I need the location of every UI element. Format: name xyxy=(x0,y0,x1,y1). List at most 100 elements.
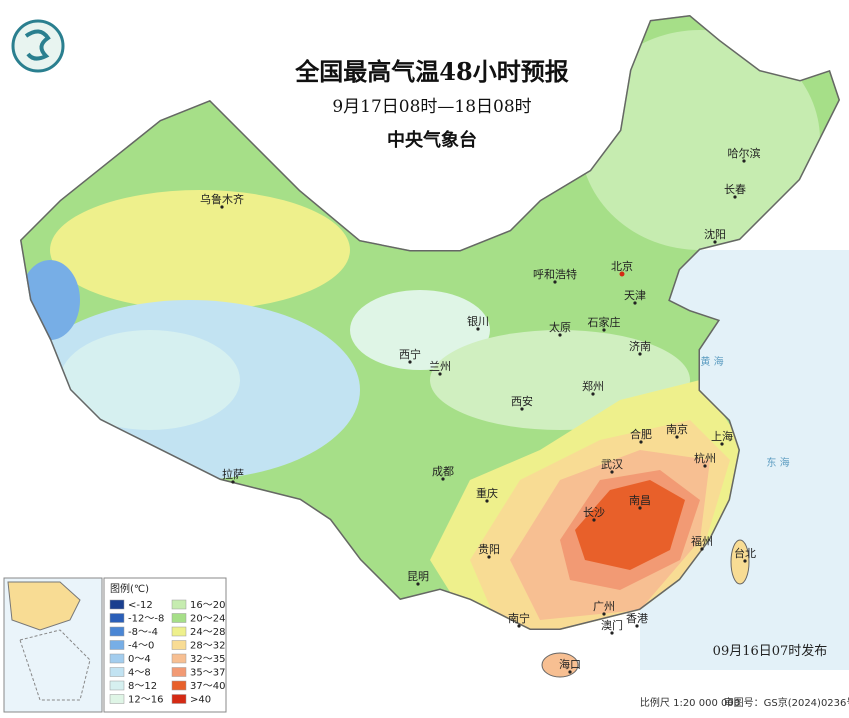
issue-time: 09月16日07时发布 xyxy=(713,643,828,659)
legend-swatch xyxy=(109,680,125,691)
inset-line xyxy=(19,629,91,701)
city-dot xyxy=(416,582,420,586)
logo-ring xyxy=(11,19,65,73)
legend-swatch xyxy=(171,613,187,623)
inset xyxy=(3,577,103,713)
city-dot xyxy=(517,624,521,628)
city-label: 西宁 xyxy=(399,347,421,361)
legend-swatch xyxy=(171,680,187,691)
legend-label: 35～37 xyxy=(190,668,225,679)
city-dot xyxy=(568,670,572,674)
legend-swatch xyxy=(171,653,187,664)
city-label: 长春 xyxy=(724,183,746,196)
city-dot xyxy=(591,392,595,396)
taiwan xyxy=(730,539,750,585)
legend-label: 12～16 xyxy=(128,695,163,706)
legend-swatch xyxy=(171,626,187,637)
city-label: 上海 xyxy=(711,429,733,443)
city-dot xyxy=(553,280,557,284)
inset-land xyxy=(7,581,81,631)
city-label: 杭州 xyxy=(694,451,716,465)
legend-label: 24～28 xyxy=(190,627,225,638)
city-label: 广州 xyxy=(593,600,615,613)
city-dot xyxy=(633,301,637,305)
city-label: 合肥 xyxy=(630,427,652,441)
legend-label: 0～4 xyxy=(128,654,151,665)
city-label: 长沙 xyxy=(583,506,605,519)
city-dot xyxy=(742,159,746,163)
scale: 比例尺 1:20 000 000 xyxy=(640,696,740,709)
city-label: 香港 xyxy=(626,612,648,625)
city-label: 昆明 xyxy=(407,570,429,583)
city-label: 南昌 xyxy=(629,494,651,507)
legend-swatch xyxy=(109,640,125,650)
sea-label: 黄 海 xyxy=(700,355,723,368)
legend-label: 37～40 xyxy=(190,681,225,692)
legend-swatch xyxy=(171,599,187,610)
city-dot xyxy=(733,195,737,199)
sea-label: 东 海 xyxy=(766,456,789,469)
city-dot xyxy=(408,360,412,364)
city-dot xyxy=(487,555,491,559)
city-dot xyxy=(638,506,642,510)
city-dot xyxy=(675,435,679,439)
city-dot xyxy=(700,547,704,551)
city-dot xyxy=(231,480,235,484)
city-label: 呼和浩特 xyxy=(533,267,577,281)
legend-label: 20～24 xyxy=(190,614,225,625)
city-label: 沈阳 xyxy=(704,227,726,241)
city-dot xyxy=(220,205,224,209)
field-northeast xyxy=(580,30,820,250)
city-label: 济南 xyxy=(629,339,651,353)
city-label: 武汉 xyxy=(601,458,623,471)
city-dot xyxy=(720,442,724,446)
city-dot xyxy=(703,464,707,468)
issuer: 中央气象台 xyxy=(387,129,477,151)
legend-swatch xyxy=(109,653,125,664)
legend-label: 8～12 xyxy=(128,681,157,692)
city-label: 太原 xyxy=(549,321,571,334)
legend-title: 图例(℃) xyxy=(110,582,149,595)
legend-label: -12～-8 xyxy=(128,614,164,625)
city-label: 澳门 xyxy=(601,618,623,632)
city-label: 乌鲁木齐 xyxy=(200,192,244,206)
city-dot xyxy=(558,333,562,337)
legend-swatch xyxy=(109,667,125,677)
legend-label: -4～0 xyxy=(128,641,154,652)
city-dot xyxy=(610,470,614,474)
city-dot xyxy=(635,624,639,628)
city-label: 北京 xyxy=(611,259,633,273)
title: 全国最高气温48小时预报 xyxy=(294,57,568,86)
legend-swatch xyxy=(171,667,187,677)
legend-swatch xyxy=(109,599,125,610)
city-dot xyxy=(485,499,489,503)
logo xyxy=(11,19,65,73)
city-label: 重庆 xyxy=(476,486,498,500)
city-label: 拉萨 xyxy=(222,467,244,481)
legend-label: 32～35 xyxy=(190,654,225,665)
city-label: 西安 xyxy=(511,394,533,408)
city-label: 银川 xyxy=(467,314,489,328)
city-label: 石家庄 xyxy=(588,315,621,329)
city-label: 哈尔滨 xyxy=(728,146,761,160)
city-dot xyxy=(602,328,606,332)
legend-label: 16～20 xyxy=(190,600,225,611)
city-dot xyxy=(713,240,717,244)
border xyxy=(20,15,840,630)
legend-label: 4～8 xyxy=(128,668,151,679)
city-label: 台北 xyxy=(734,546,756,560)
field-tibet-inner xyxy=(60,330,240,430)
subtitle: 9月17日08时—18日08时 xyxy=(332,97,531,117)
city-dot xyxy=(638,352,642,356)
legend-swatch xyxy=(109,626,125,637)
city-dot xyxy=(602,612,606,616)
legend-swatch xyxy=(109,613,125,623)
legend-swatch xyxy=(171,640,187,650)
legend-label: >40 xyxy=(190,695,211,706)
legend: 图例(℃) <-12 -12～-8 -8～-4 -4～0 0～4 4～8 8～12 12～16… xyxy=(103,577,227,713)
city-dot xyxy=(441,477,445,481)
legend-swatch xyxy=(109,694,125,704)
